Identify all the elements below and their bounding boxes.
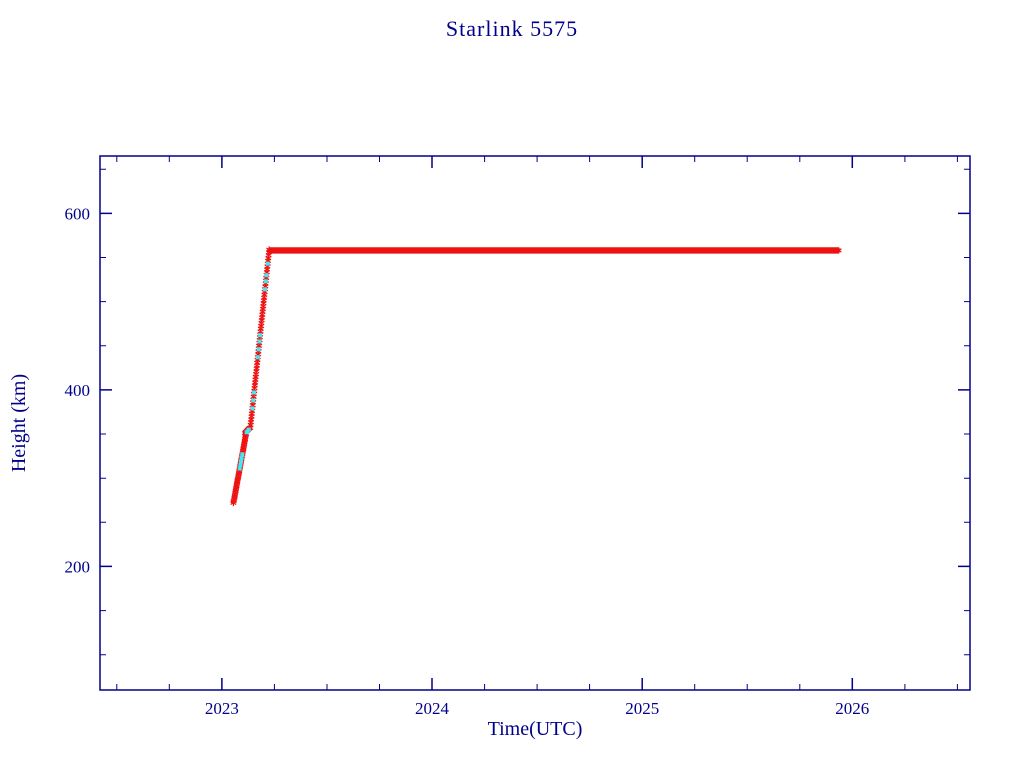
chart-title: Starlink 5575 [445, 16, 579, 41]
minor-ticks [100, 156, 970, 690]
x-tick-label: 2025 [625, 699, 659, 718]
series-predicted-height [237, 261, 270, 471]
plot-frame [99, 155, 971, 691]
x-tick-label: 2026 [835, 699, 869, 718]
y-tick-label: 400 [65, 381, 91, 400]
x-tick-label: 2023 [205, 699, 239, 718]
y-tick-label: 200 [65, 557, 91, 576]
series-observed-height [230, 246, 842, 507]
x-axis-label: Time(UTC) [487, 718, 583, 740]
y-tick-label: 600 [65, 204, 91, 223]
x-tick-label: 2024 [415, 699, 450, 718]
major-ticks [100, 156, 970, 690]
